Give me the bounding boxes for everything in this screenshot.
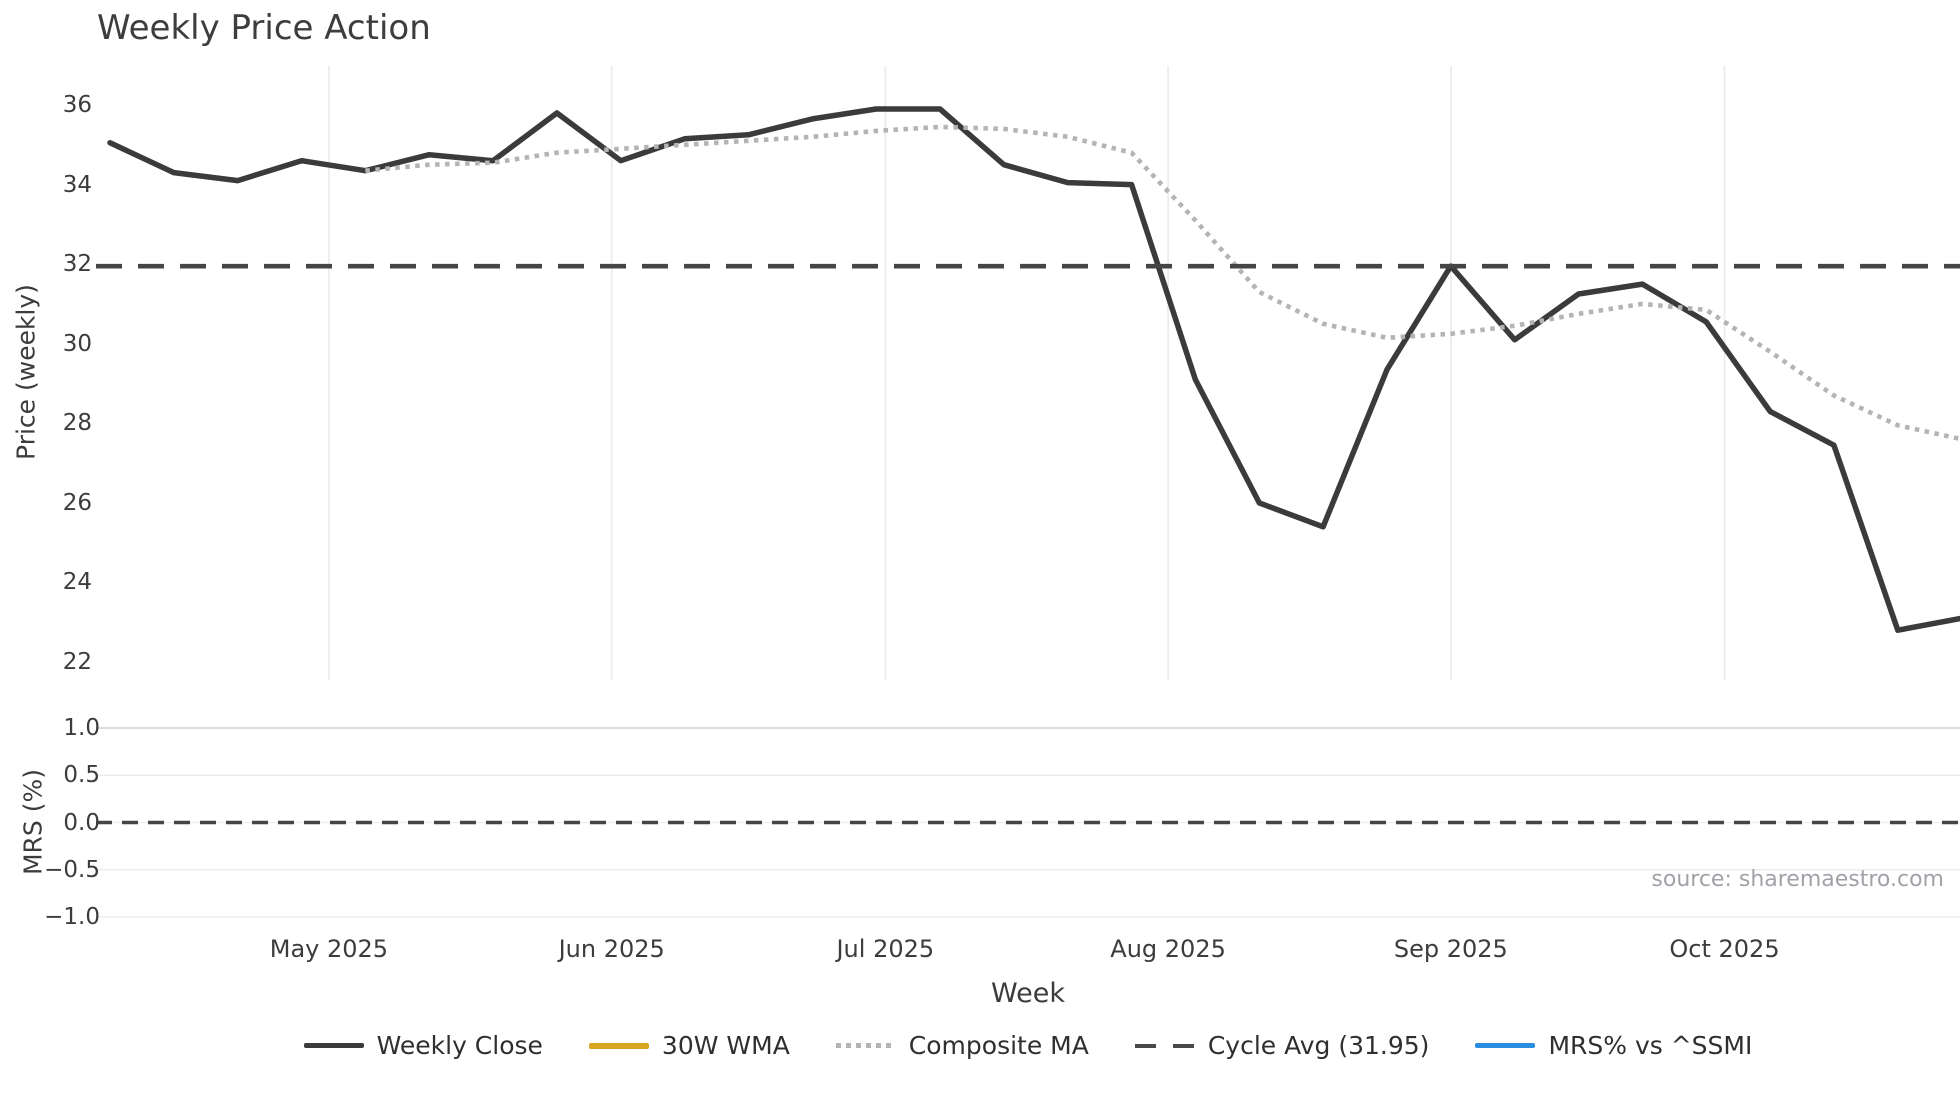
- legend-swatch-cycle-avg-31-95: [1134, 1043, 1195, 1048]
- legend-label: 30W WMA: [661, 1031, 790, 1060]
- price-tick-label: 30: [62, 330, 92, 357]
- price-tick-label: 34: [62, 171, 92, 198]
- price-tick-label: 36: [62, 92, 92, 118]
- price-tick-label: 24: [62, 569, 92, 596]
- legend-item-30w-wma: 30W WMA: [588, 1031, 790, 1060]
- mrs-tick-label: 0.0: [63, 809, 100, 836]
- x-tick-may-2025: May 2025: [269, 935, 389, 963]
- legend-item-cycle-avg-31-95: Cycle Avg (31.95): [1134, 1031, 1430, 1060]
- legend-label: Composite MA: [908, 1031, 1089, 1060]
- mrs-tick-label: 1.0: [63, 715, 100, 741]
- price-tick-label: 26: [62, 489, 92, 516]
- legend-label: Weekly Close: [376, 1031, 543, 1060]
- legend-label: MRS% vs ^SSMI: [1548, 1031, 1753, 1060]
- price-tick-label: 22: [62, 649, 92, 676]
- legend-item-composite-ma: Composite MA: [835, 1031, 1089, 1060]
- x-tick-aug-2025: Aug 2025: [1110, 935, 1226, 963]
- mrs-tick-label: −0.5: [44, 856, 100, 883]
- x-axis-label: Week: [991, 978, 1065, 1009]
- legend-label: Cycle Avg (31.95): [1207, 1031, 1430, 1060]
- legend-swatch-weekly-close: [303, 1043, 364, 1048]
- price-tick-label: 32: [62, 251, 92, 278]
- legend-swatch-mrs-vs-ssmi: [1475, 1043, 1536, 1048]
- chart-title: Weekly Price Action: [97, 8, 431, 48]
- x-tick-oct-2025: Oct 2025: [1669, 935, 1780, 963]
- chart-legend: Weekly Close 30W WMA Composite MA Cycle Avg…: [96, 1031, 1960, 1060]
- legend-swatch-30w-wma: [588, 1042, 649, 1049]
- price-tick-label: 28: [62, 410, 92, 437]
- mrs-tick-label: −1.0: [44, 904, 100, 930]
- x-tick-jul-2025: Jul 2025: [836, 935, 935, 963]
- mrs-tick-label: 0.5: [63, 762, 100, 789]
- x-tick-jun-2025: Jun 2025: [558, 935, 665, 963]
- legend-item-weekly-close: Weekly Close: [303, 1031, 543, 1060]
- legend-item-mrs-vs-ssmi: MRS% vs ^SSMI: [1475, 1031, 1752, 1060]
- x-tick-sep-2025: Sep 2025: [1393, 935, 1508, 963]
- weekly-close-line: [107, 106, 1960, 633]
- legend-swatch-composite-ma: [835, 1043, 896, 1048]
- source-note: source: sharemaestro.com: [1651, 867, 1944, 892]
